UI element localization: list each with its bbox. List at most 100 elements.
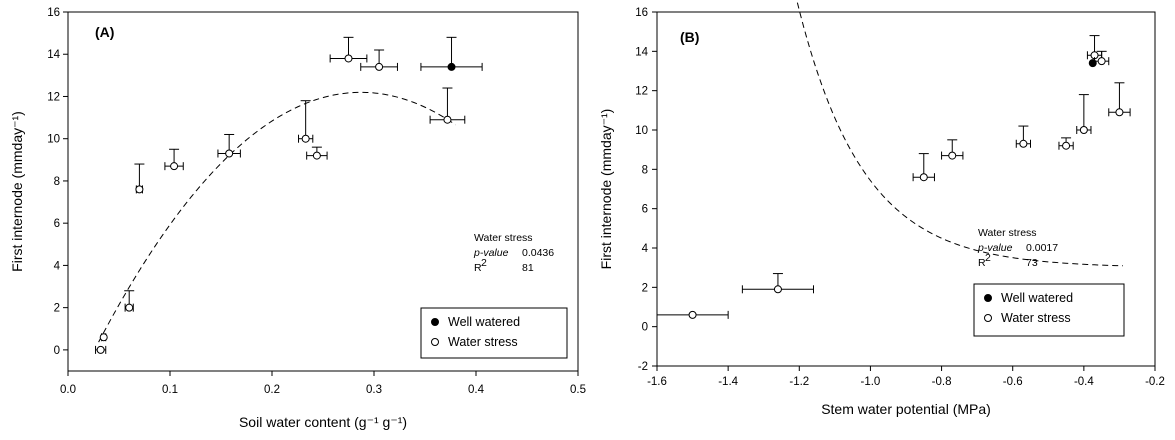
open-circle-marker (1019, 139, 1028, 148)
legend-label-water-stress: Water stress (1001, 311, 1071, 325)
y-tick-label: 16 (47, 7, 60, 19)
y-tick-label: 2 (642, 282, 648, 294)
water-stress-point (1108, 82, 1131, 117)
open-circle-marker (948, 151, 957, 160)
x-tick-label: -0.6 (1003, 376, 1023, 388)
open-circle-marker (1115, 108, 1124, 117)
water-stress-point (941, 139, 964, 160)
water-stress-point (134, 163, 145, 194)
open-circle-marker (1079, 126, 1088, 134)
x-tick-label: 0.0 (60, 384, 76, 396)
y-tick-label: 2 (54, 303, 60, 315)
stats-title: Water stress (978, 227, 1037, 239)
r2-value: 81 (522, 262, 534, 274)
r2-superscript: 2 (985, 252, 991, 264)
r2-value: 73 (1026, 257, 1038, 269)
water-stress-point (95, 345, 107, 354)
water-stress-point (429, 87, 466, 124)
legend-open-marker (431, 338, 439, 346)
y-tick-label: 8 (54, 176, 60, 188)
water-stress-point (217, 133, 241, 158)
well-watered-point (420, 36, 483, 71)
well-watered-point (1088, 59, 1097, 68)
x-tick-label: 0.5 (570, 384, 586, 396)
water-stress-point (1076, 94, 1092, 134)
open-circle-marker (301, 134, 310, 143)
y-tick-label: 8 (642, 164, 648, 176)
open-circle-marker (96, 345, 105, 354)
legend-label-water-stress: Water stress (448, 335, 518, 349)
y-tick-label: 0 (642, 322, 648, 334)
y-tick-label: 10 (635, 125, 648, 137)
y-tick-label: 12 (635, 86, 648, 98)
pvalue-value: 0.0017 (1026, 242, 1058, 254)
panel-a: 0.0 0.1 0.2 0.3 0.4 0.5 0 2 4 6 8 10 12 14 16 Soil wate… (9, 7, 586, 430)
x-axis-title: Stem water potential (MPa) (821, 401, 991, 417)
water-stress-point (329, 36, 368, 63)
open-circle-marker (443, 115, 452, 124)
open-circle-marker (688, 310, 697, 319)
x-tick-label: -1.2 (789, 376, 809, 388)
y-axis-title: First internode (mmday⁻¹) (9, 111, 25, 272)
x-tick-label: 0.2 (264, 384, 280, 396)
r2-label: R (978, 257, 986, 269)
plot-frame (656, 11, 1156, 367)
water-stress-point (1015, 125, 1031, 148)
x-tick-label: -0.4 (1074, 376, 1094, 388)
water-stress-point (306, 146, 328, 160)
pvalue-label: p-value (977, 242, 1013, 254)
y-tick-label: 4 (54, 260, 61, 272)
legend-filled-marker (431, 318, 439, 326)
fit-curve (796, 0, 1124, 267)
legend-filled-marker (984, 294, 992, 302)
legend: Well watered Water stress (420, 307, 568, 359)
y-tick-label: 6 (642, 204, 648, 216)
water-stress-point (912, 153, 935, 182)
x-tick-label: 0.3 (366, 384, 382, 396)
open-circle-marker (1062, 141, 1071, 150)
panel-label: (A) (95, 24, 114, 40)
r2-superscript: 2 (481, 257, 487, 269)
water-stress-point (124, 290, 135, 312)
stats-title: Water stress (474, 232, 533, 244)
pvalue-value: 0.0436 (522, 247, 554, 259)
panel-b: -1.6 -1.4 -1.2 -1.0 -0.8 -0.6 -0.4 -0.2 -2 0 2 4 6 8 1… (598, 0, 1165, 417)
open-circle-marker (919, 173, 928, 182)
water-stress-point (164, 148, 184, 171)
x-axis-title: Soil water content (g⁻¹ g⁻¹) (239, 414, 407, 430)
y-tick-label: 16 (635, 7, 648, 19)
y-tick-label: -2 (638, 361, 648, 373)
y-tick-label: 4 (642, 243, 649, 255)
open-circle-marker (375, 62, 384, 71)
y-tick-label: 14 (635, 46, 648, 58)
r2-label: R (474, 262, 482, 274)
y-tick-label: 0 (54, 345, 60, 357)
fit-curve (98, 91, 456, 343)
open-circle-marker (125, 303, 134, 312)
x-tick-label: -1.6 (647, 376, 667, 388)
open-circle-marker (135, 185, 144, 194)
legend-open-marker (984, 314, 992, 322)
x-tick-label: -0.8 (932, 376, 952, 388)
open-circle-marker (99, 333, 108, 342)
water-stress-point (1086, 35, 1103, 60)
legend-box (420, 307, 568, 359)
water-stress-point (656, 310, 729, 319)
filled-circle-marker (447, 62, 456, 71)
y-tick-label: 6 (54, 218, 60, 230)
filled-circle-marker (1088, 59, 1097, 68)
legend-box (973, 283, 1125, 337)
open-circle-marker (1097, 57, 1106, 66)
legend-label-well-watered: Well watered (448, 315, 520, 329)
water-stress-point (298, 100, 314, 143)
water-stress-point (741, 273, 815, 294)
x-tick-label: 0.4 (468, 384, 485, 396)
x-tick-label: -1.4 (718, 376, 738, 388)
x-tick-label: -0.2 (1145, 376, 1165, 388)
open-circle-marker (170, 162, 179, 171)
x-tick-label: -1.0 (861, 376, 881, 388)
plot-frame (67, 11, 579, 372)
legend: Well watered Water stress (973, 283, 1125, 337)
y-tick-label: 14 (47, 49, 60, 61)
